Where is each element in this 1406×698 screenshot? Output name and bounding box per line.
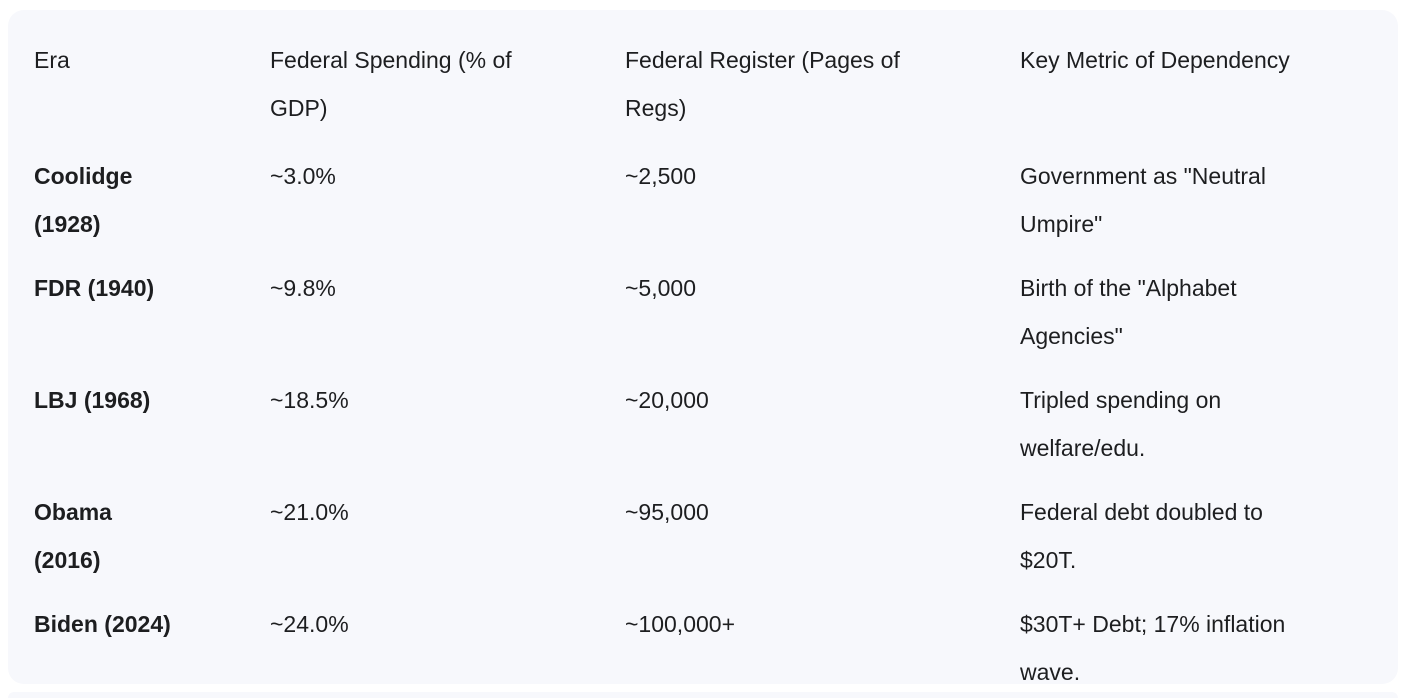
era-cell: Biden (2024) [34,611,171,637]
column-header-key-metric: Key Metric of Dependency [1020,47,1290,73]
register-cell: ~2,500 [625,163,696,189]
column-header-federal-spending: Federal Spending (% of GDP) [270,47,512,121]
table-row: LBJ (1968) ~18.5% ~20,000 Tripled spendi… [34,376,1380,488]
era-data-table: Era Federal Spending (% of GDP) Federal … [34,36,1380,684]
metric-cell: Government as "Neutral Umpire" [1020,163,1266,237]
metric-cell: Federal debt doubled to $20T. [1020,499,1263,573]
spending-cell: ~3.0% [270,163,336,189]
era-cell: FDR (1940) [34,275,155,301]
header-row: Era Federal Spending (% of GDP) Federal … [34,36,1380,152]
era-cell: Coolidge (1928) [34,163,133,237]
column-header-federal-register: Federal Register (Pages of Regs) [625,47,900,121]
table-row: Obama (2016) ~21.0% ~95,000 Federal debt… [34,488,1380,600]
table-row: Biden (2024) ~24.0% ~100,000+ $30T+ Debt… [34,600,1380,684]
spending-cell: ~21.0% [270,499,349,525]
spending-cell: ~24.0% [270,611,349,637]
era-cell: Obama (2016) [34,499,112,573]
table-row: FDR (1940) ~9.8% ~5,000 Birth of the "Al… [34,264,1380,376]
spending-cell: ~18.5% [270,387,349,413]
metric-cell: Birth of the "Alphabet Agencies" [1020,275,1237,349]
table-row: Coolidge (1928) ~3.0% ~2,500 Government … [34,152,1380,264]
metric-cell: $30T+ Debt; 17% inflation wave. [1020,611,1286,684]
spending-cell: ~9.8% [270,275,336,301]
era-cell: LBJ (1968) [34,387,151,413]
register-cell: ~100,000+ [625,611,736,637]
metric-cell: Tripled spending on welfare/edu. [1020,387,1222,461]
register-cell: ~95,000 [625,499,709,525]
column-header-era: Era [34,47,70,73]
era-data-table-card: Era Federal Spending (% of GDP) Federal … [8,10,1398,684]
next-card-top-edge [8,692,1398,698]
register-cell: ~5,000 [625,275,696,301]
register-cell: ~20,000 [625,387,709,413]
